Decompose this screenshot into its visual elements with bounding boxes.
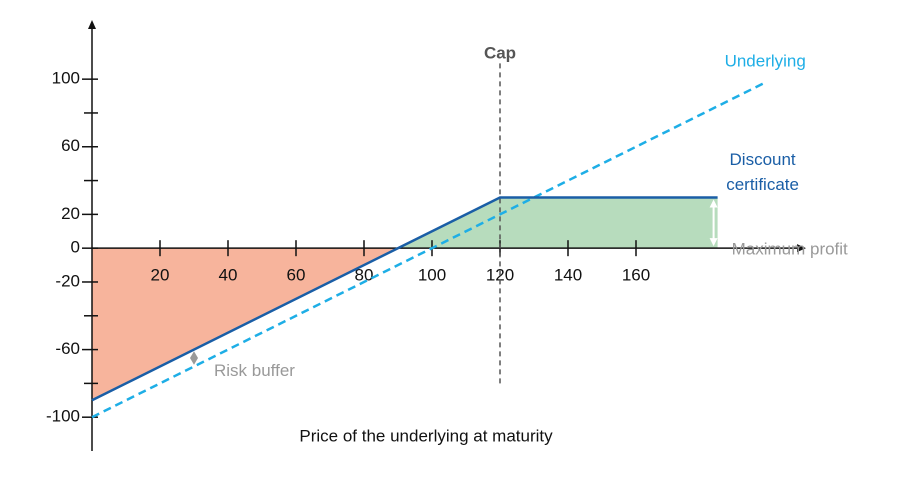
y-tick-label: -100 bbox=[46, 407, 80, 426]
x-tick-label: 80 bbox=[355, 266, 374, 285]
x-tick-label: 20 bbox=[151, 266, 170, 285]
y-tick-label: -20 bbox=[55, 271, 80, 290]
y-tick-label: 100 bbox=[52, 69, 80, 88]
arrow-head bbox=[709, 238, 718, 247]
risk-buffer-marker bbox=[190, 351, 198, 365]
x-axis-arrow bbox=[797, 244, 806, 253]
legend-label: Underlying bbox=[725, 51, 806, 70]
cap-label: Cap bbox=[484, 44, 516, 63]
y-axis-arrow bbox=[88, 20, 96, 29]
annotation: Risk buffer bbox=[214, 361, 295, 380]
x-axis-title: Price of the underlying at maturity bbox=[299, 426, 553, 445]
series-line bbox=[91, 196, 718, 402]
annotation: Maximum profit bbox=[732, 240, 848, 259]
y-tick-label: 0 bbox=[71, 238, 80, 257]
y-tick-label: 20 bbox=[61, 204, 80, 223]
x-tick-label: 140 bbox=[554, 266, 582, 285]
y-tick-label: -60 bbox=[55, 339, 80, 358]
x-tick-label: 160 bbox=[622, 266, 650, 285]
profit-area bbox=[398, 197, 718, 249]
y-tick-label: 60 bbox=[61, 136, 80, 155]
x-tick-label: 40 bbox=[219, 266, 238, 285]
legend-label: Discount certificate bbox=[726, 150, 799, 195]
arrow-head bbox=[709, 199, 718, 208]
x-tick-label: 100 bbox=[418, 266, 446, 285]
x-tick-label: 60 bbox=[287, 266, 306, 285]
series-line bbox=[91, 81, 766, 419]
